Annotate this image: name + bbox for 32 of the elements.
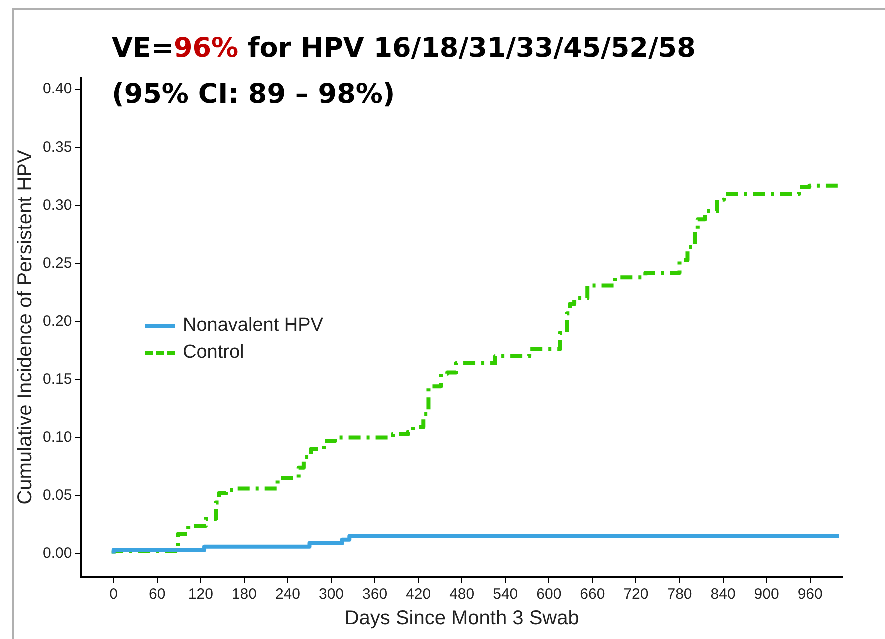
- y-tick-label: 0.05: [42, 486, 72, 504]
- y-tick-label: 0.30: [42, 196, 72, 214]
- x-tick-label: 720: [624, 586, 649, 604]
- x-axis-title: Days Since Month 3 Swab: [344, 608, 580, 630]
- x-tick-label: 120: [188, 586, 214, 604]
- x-tick-label: 480: [450, 586, 475, 604]
- y-tick-label: 0.15: [42, 370, 72, 388]
- x-tick-label: 600: [536, 586, 562, 604]
- x-tick-label: 240: [275, 586, 300, 604]
- y-axis-title: Cumulative Incidence of Persistent HPV: [14, 150, 37, 505]
- y-tick-label: 0.40: [42, 80, 72, 98]
- y-tick-label: 0.35: [42, 138, 72, 156]
- x-tick-label: 840: [710, 586, 736, 604]
- chart-subtitle: (95% CI: 89 – 98%): [112, 78, 396, 112]
- x-tick-label: 660: [580, 586, 606, 604]
- x-tick-label: 420: [406, 586, 432, 604]
- y-tick-label: 0.20: [42, 312, 72, 330]
- chart-title: VE=96% for HPV 16/18/31/33/45/52/58: [112, 33, 696, 64]
- x-tick-label: 60: [149, 586, 166, 604]
- legend-label: Nonavalent HPV: [183, 314, 324, 336]
- y-tick-label: 0.10: [42, 428, 72, 446]
- x-tick-label: 960: [798, 586, 823, 604]
- x-tick-label: 540: [493, 586, 518, 604]
- x-tick-label: 300: [318, 586, 344, 604]
- x-tick-label: 180: [232, 586, 257, 604]
- x-tick-label: 780: [667, 586, 692, 604]
- y-tick-label: 0.00: [42, 544, 72, 562]
- y-tick-label: 0.25: [42, 254, 72, 272]
- x-tick-label: 0: [110, 586, 118, 604]
- x-tick-label: 360: [362, 586, 388, 604]
- legend-label: Control: [183, 342, 244, 364]
- x-tick-label: 900: [754, 586, 780, 604]
